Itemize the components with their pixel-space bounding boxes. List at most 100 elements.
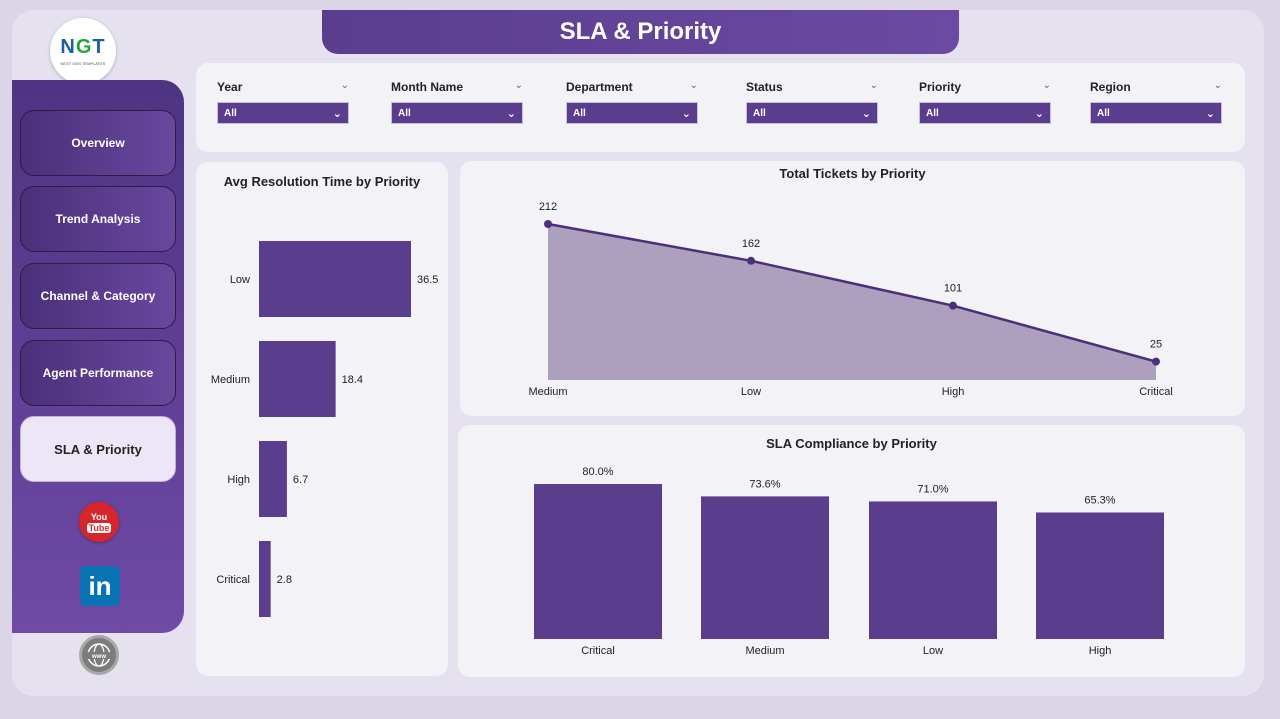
filter-dropdown[interactable]: All ⌄ — [391, 102, 523, 124]
category-label: Critical — [581, 645, 615, 657]
category-label: High — [942, 386, 965, 398]
linkedin-icon[interactable]: in — [80, 566, 120, 606]
data-label: 101 — [944, 283, 962, 295]
youtube-icon[interactable]: You Tube — [79, 502, 119, 542]
filter-dropdown[interactable]: All ⌄ — [217, 102, 349, 124]
sla-compliance-chart: 80.0% Critical 73.6% Medium 71.0% Low 65.3% Hig… — [534, 466, 1164, 657]
category-label: Medium — [745, 645, 784, 657]
category-label: Low — [741, 386, 761, 398]
chart-title: Avg Resolution Time by Priority — [223, 174, 421, 189]
chevron-down-icon: ⌄ — [1034, 107, 1044, 120]
nav-label: Trend Analysis — [55, 212, 141, 226]
category-label: High — [227, 474, 250, 486]
page-title: SLA & Priority — [559, 18, 722, 45]
data-label: 73.6% — [749, 478, 780, 490]
globe-icon[interactable]: www — [79, 635, 119, 675]
category-label: Medium — [211, 374, 250, 386]
category-label: High — [1089, 645, 1112, 657]
chevron-down-icon: ⌄ — [332, 107, 342, 120]
filter-label: Year — [217, 80, 243, 94]
filter-region: Region ⌄ All ⌄ — [1090, 80, 1222, 124]
chevron-down-icon: ⌄ — [506, 107, 516, 120]
filter-status: Status ⌄ All ⌄ — [746, 80, 878, 124]
chevron-down-icon[interactable]: ⌄ — [1213, 80, 1222, 91]
data-label: 2.8 — [277, 574, 292, 586]
chevron-down-icon: ⌄ — [681, 107, 691, 120]
chevron-down-icon: ⌄ — [861, 107, 871, 120]
filter-dropdown[interactable]: All ⌄ — [566, 102, 698, 124]
point-high[interactable] — [949, 301, 957, 310]
area-fill — [548, 224, 1156, 380]
data-label: 65.3% — [1084, 494, 1115, 506]
filter-year: Year ⌄ All ⌄ — [217, 80, 349, 124]
bar-critical[interactable] — [259, 541, 271, 617]
filter-label: Region — [1090, 80, 1131, 94]
avg-resolution-chart: Low 36.5 Medium 18.4 High 6.7 Critical 2.8 — [211, 241, 438, 617]
chevron-down-icon[interactable]: ⌄ — [514, 80, 523, 91]
nav-channel-category-button[interactable]: Channel & Category — [20, 263, 176, 329]
bar-high[interactable] — [1036, 512, 1164, 639]
bar-critical[interactable] — [534, 484, 662, 639]
nav-label: Channel & Category — [40, 289, 156, 303]
filter-panel — [196, 63, 1245, 152]
filter-value: All — [926, 107, 939, 119]
bar-low[interactable] — [259, 241, 411, 317]
bar-medium[interactable] — [701, 496, 829, 639]
data-label: 162 — [742, 238, 760, 250]
filter-value: All — [573, 107, 586, 119]
filter-dropdown[interactable]: All ⌄ — [919, 102, 1051, 124]
page-title-bar: SLA & Priority — [322, 10, 959, 54]
filter-label: Department — [566, 80, 633, 94]
filter-dropdown[interactable]: All ⌄ — [746, 102, 878, 124]
total-tickets-chart: 212 Medium 162 Low 101 High 25 Critical — [528, 201, 1173, 398]
filter-value: All — [1097, 107, 1110, 119]
filter-department: Department ⌄ All ⌄ — [566, 80, 698, 124]
chart-title: SLA Compliance by Priority — [766, 436, 937, 451]
filter-label: Status — [746, 80, 783, 94]
chevron-down-icon[interactable]: ⌄ — [869, 80, 878, 91]
category-label: Medium — [528, 386, 567, 398]
filter-label: Priority — [919, 80, 962, 94]
nav-label: Overview — [71, 136, 125, 150]
filter-priority: Priority ⌄ All ⌄ — [919, 80, 1051, 124]
avg-resolution-card: Avg Resolution Time by Priority Low 36.5 M… — [196, 162, 448, 676]
category-label: Low — [230, 274, 250, 286]
nav-label: SLA & Priority — [54, 441, 142, 457]
nav-agent-performance-button[interactable]: Agent Performance — [20, 340, 176, 406]
logo: NGT NEXT GEN TEMPLATES — [50, 18, 116, 84]
svg-text:www: www — [91, 654, 106, 660]
chevron-down-icon[interactable]: ⌄ — [1042, 80, 1051, 91]
nav-sla-priority-button[interactable]: SLA & Priority — [20, 416, 176, 482]
filter-value: All — [753, 107, 766, 119]
filter-value: All — [224, 107, 237, 119]
filter-label: Month Name — [391, 80, 463, 94]
sla-compliance-card: SLA Compliance by Priority 80.0% Critical… — [458, 425, 1245, 677]
data-label: 25 — [1150, 339, 1162, 351]
nav-trend-analysis-button[interactable]: Trend Analysis — [20, 186, 176, 252]
category-label: Critical — [1139, 386, 1173, 398]
category-label: Low — [923, 645, 943, 657]
bar-low[interactable] — [869, 501, 997, 639]
chevron-down-icon[interactable]: ⌄ — [689, 80, 698, 91]
logo-text: NGT — [60, 36, 106, 58]
chevron-down-icon[interactable]: ⌄ — [340, 80, 349, 91]
point-medium[interactable] — [544, 220, 552, 228]
filter-month-name: Month Name ⌄ All ⌄ — [391, 80, 523, 124]
data-label: 80.0% — [582, 466, 613, 478]
total-tickets-card: Total Tickets by Priority 212 Medium 162 Lo… — [460, 161, 1245, 416]
nav-overview-button[interactable]: Overview — [20, 110, 176, 176]
bar-medium[interactable] — [259, 341, 336, 417]
point-critical[interactable] — [1152, 357, 1160, 366]
logo-subtext: NEXT GEN TEMPLATES — [60, 61, 106, 66]
chevron-down-icon: ⌄ — [1205, 107, 1215, 120]
data-label: 6.7 — [293, 474, 308, 486]
nav-label: Agent Performance — [42, 366, 154, 380]
data-label: 212 — [539, 201, 557, 213]
chart-title: Total Tickets by Priority — [779, 166, 926, 181]
point-low[interactable] — [747, 256, 755, 265]
bar-high[interactable] — [259, 441, 287, 517]
filter-dropdown[interactable]: All ⌄ — [1090, 102, 1222, 124]
category-label: Critical — [216, 574, 250, 586]
filter-value: All — [398, 107, 411, 119]
data-label: 18.4 — [342, 374, 363, 386]
